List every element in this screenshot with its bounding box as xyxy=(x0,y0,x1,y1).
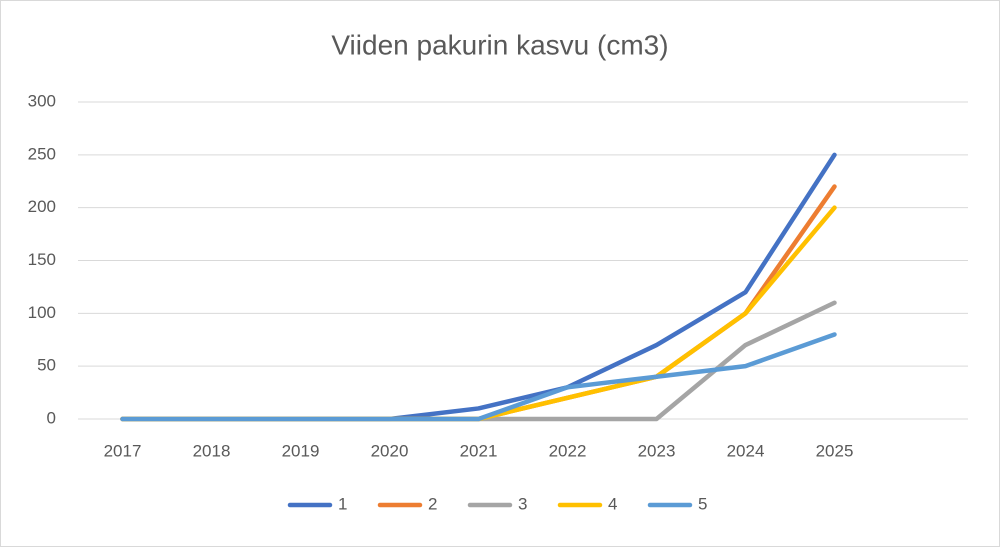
x-tick-label: 2020 xyxy=(371,441,409,460)
legend-label: 1 xyxy=(338,494,347,513)
x-tick-label: 2017 xyxy=(104,441,142,460)
x-tick-label: 2021 xyxy=(460,441,498,460)
y-tick-label: 0 xyxy=(47,408,56,427)
y-tick-label: 250 xyxy=(28,144,56,163)
x-tick-label: 2024 xyxy=(727,441,765,460)
line-series xyxy=(120,332,837,422)
y-tick-label: 200 xyxy=(28,197,56,216)
y-tick-label: 100 xyxy=(28,303,56,322)
y-tick-label: 50 xyxy=(37,356,56,375)
legend-label: 3 xyxy=(518,494,527,513)
x-tick-label: 2022 xyxy=(549,441,587,460)
x-tick-label: 2018 xyxy=(193,441,231,460)
legend-label: 2 xyxy=(428,494,437,513)
y-tick-label: 300 xyxy=(28,91,56,110)
y-tick-label: 150 xyxy=(28,250,56,269)
legend-label: 5 xyxy=(698,494,707,513)
x-tick-label: 2023 xyxy=(638,441,676,460)
chart-title: Viiden pakurin kasvu (cm3) xyxy=(331,29,668,60)
x-tick-label: 2025 xyxy=(816,441,854,460)
x-tick-label: 2019 xyxy=(282,441,320,460)
legend-label: 4 xyxy=(608,494,617,513)
